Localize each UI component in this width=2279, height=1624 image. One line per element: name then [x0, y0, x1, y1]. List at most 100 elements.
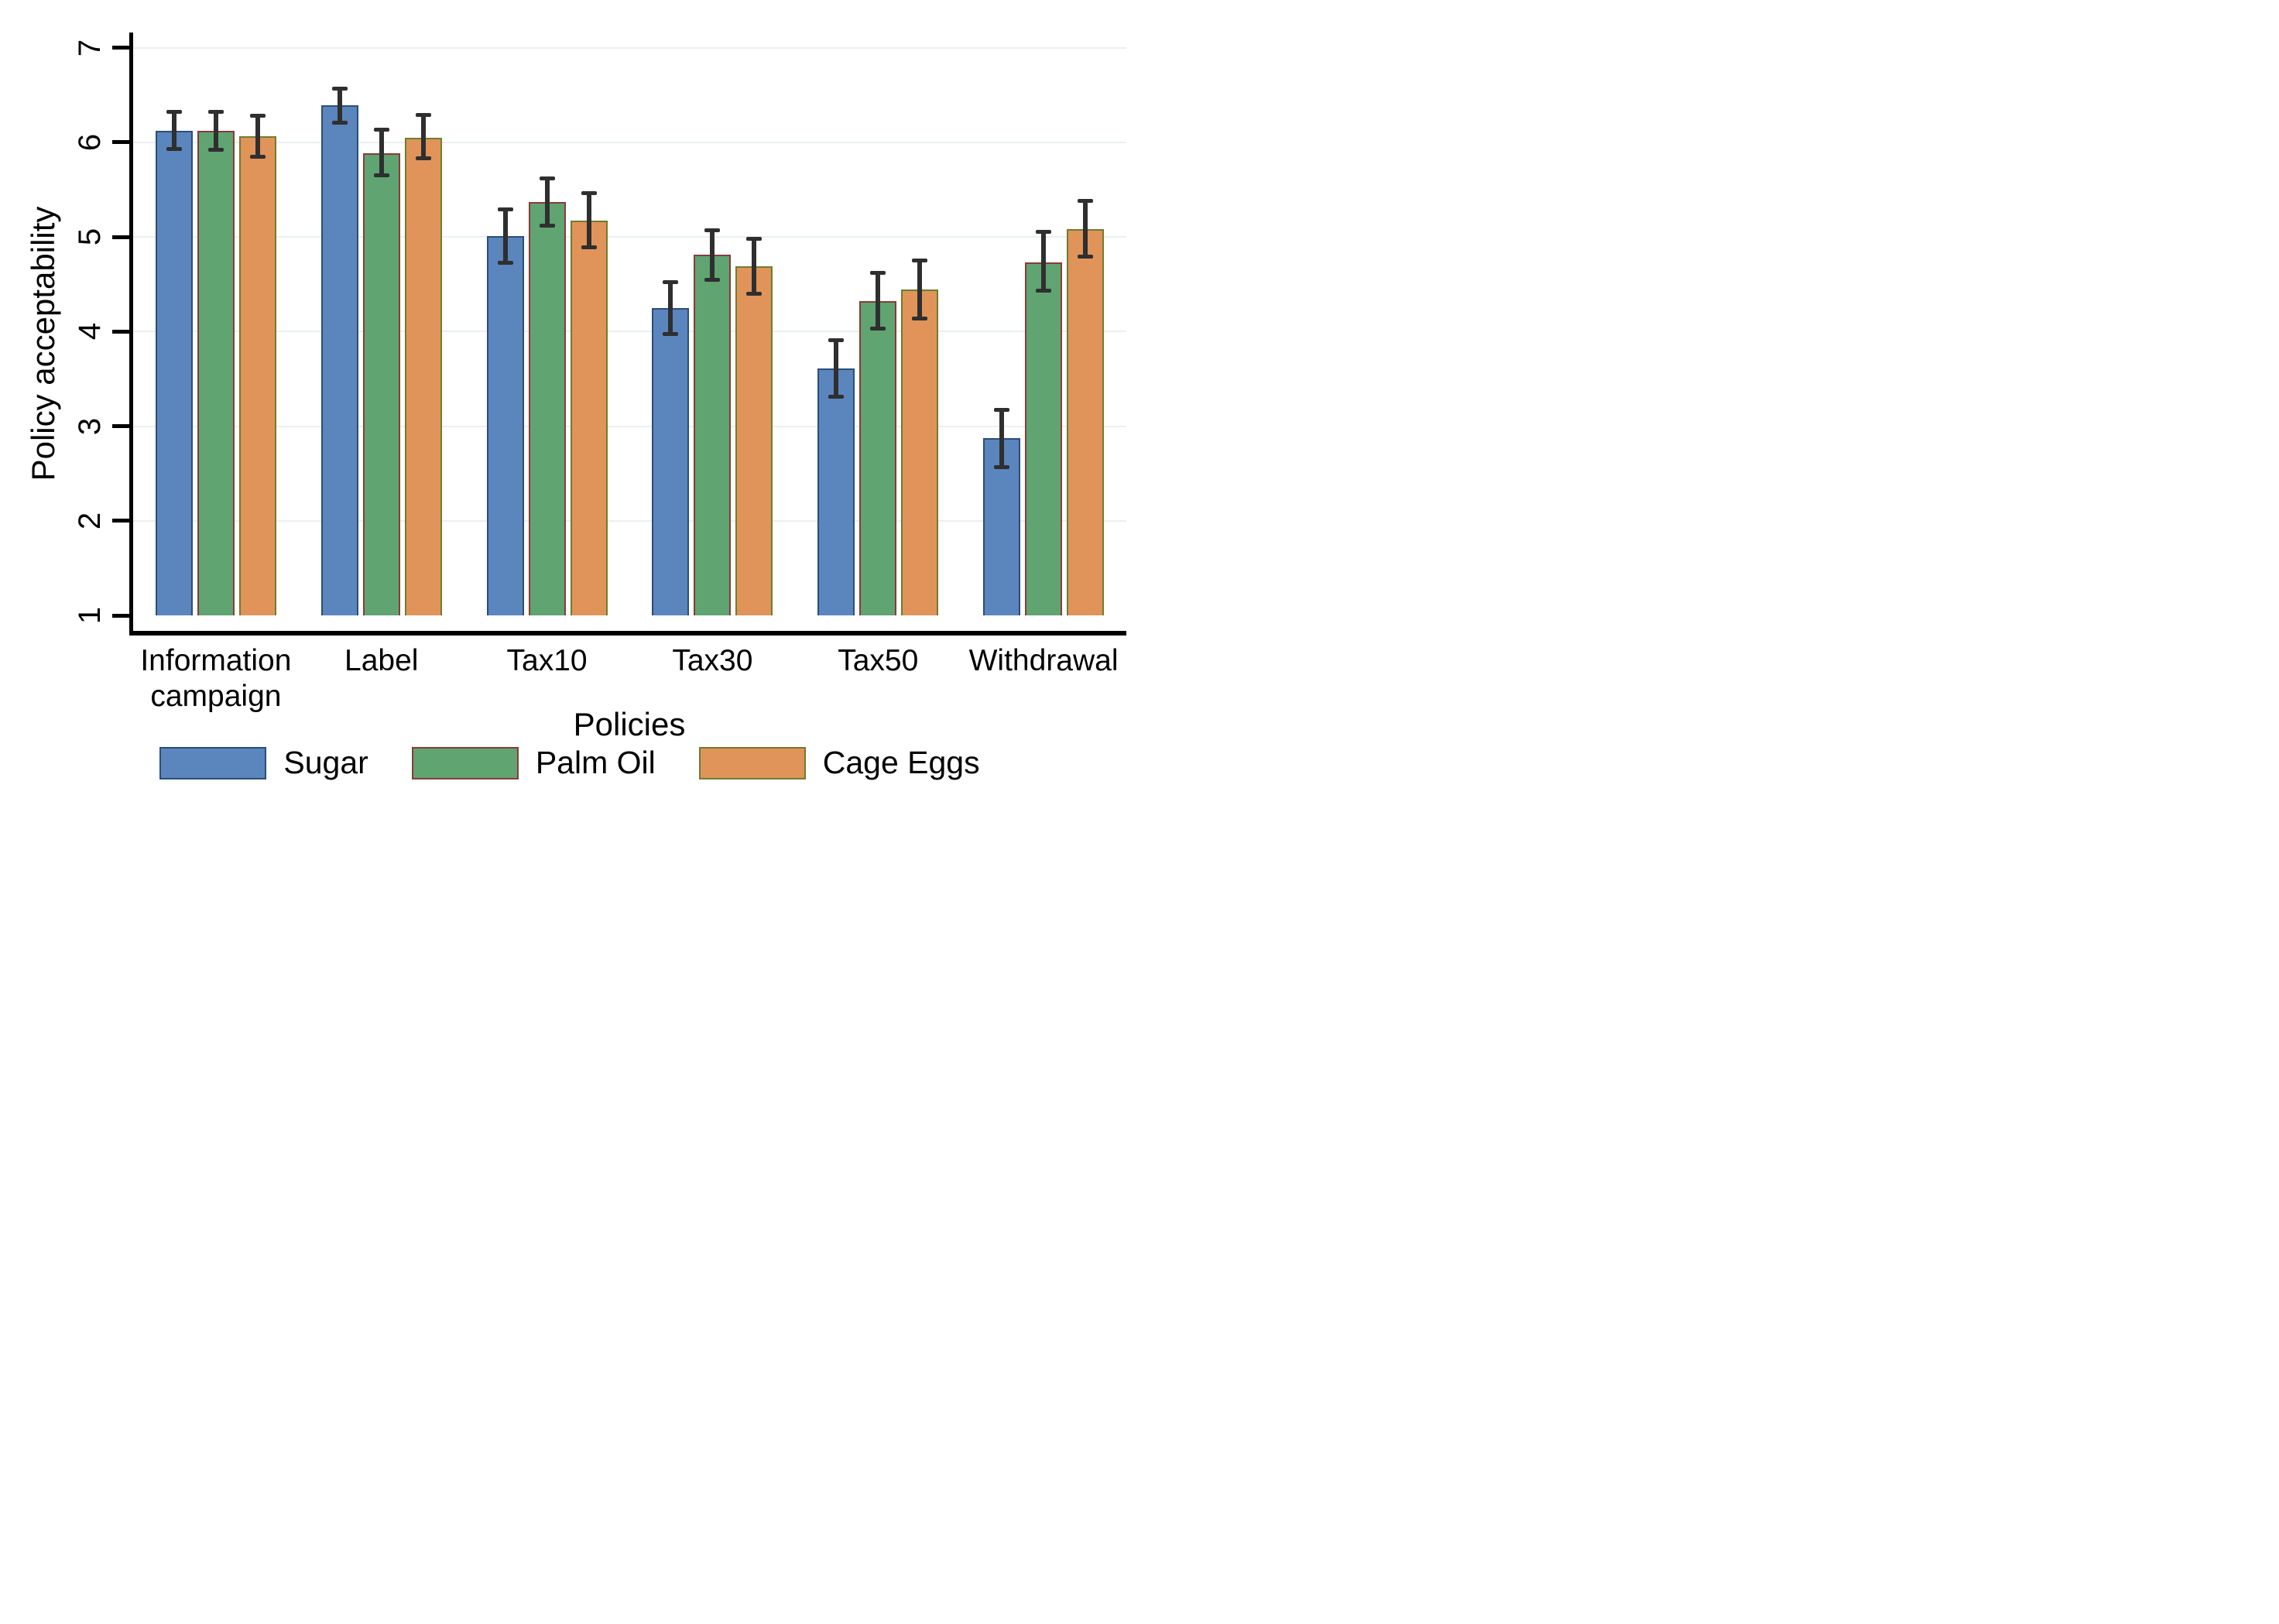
error-bar-cap-top — [166, 110, 182, 115]
bar-cage-eggs-4 — [735, 266, 773, 615]
error-bar-cap-top — [415, 112, 431, 117]
y-axis-tick-label-1: 1 — [72, 606, 107, 625]
error-bar-cap-top — [746, 236, 763, 241]
error-bar-cap-top — [1036, 230, 1052, 235]
gridline-y7 — [133, 46, 1126, 49]
error-bar-cap-top — [1078, 199, 1094, 204]
bar-palm-oil-5 — [859, 301, 897, 615]
bar-palm-oil-1 — [197, 131, 235, 615]
error-bar-cap-top — [870, 270, 886, 275]
x-axis-category-label-4: Tax30 — [672, 644, 753, 677]
legend-label: Palm Oil — [535, 745, 656, 780]
x-axis-category-label-6: Withdrawal — [968, 644, 1119, 677]
error-bar-cap-bottom — [331, 120, 348, 125]
error-bar-cap-top — [207, 110, 224, 115]
y-axis-tick-6 — [112, 140, 129, 145]
y-axis-tick-label-5: 5 — [72, 228, 107, 246]
bar-sugar-4 — [652, 307, 690, 615]
bar-palm-oil-6 — [1025, 262, 1063, 615]
error-bar-cap-top — [539, 176, 555, 180]
y-axis-tick-label-4: 4 — [72, 323, 107, 341]
error-bar-line — [876, 272, 881, 329]
x-axis-category-label-2: Label — [344, 644, 419, 677]
y-axis-tick-5 — [112, 235, 129, 239]
legend-label: Cage Eggs — [822, 745, 980, 780]
bar-sugar-1 — [155, 131, 193, 615]
error-bar-cap-bottom — [581, 245, 597, 249]
bar-cage-eggs-3 — [570, 221, 608, 615]
legend-swatch-sugar — [159, 746, 267, 779]
error-bar-line — [999, 409, 1005, 468]
error-bar-line — [502, 209, 508, 262]
y-axis-line — [129, 33, 133, 636]
y-axis-tick-7 — [112, 46, 129, 50]
legend-item-cage-eggs: Cage Eggs — [698, 745, 980, 781]
bar-sugar-3 — [486, 235, 524, 615]
x-axis-title: Policies — [573, 706, 686, 742]
bar-cage-eggs-1 — [238, 136, 276, 615]
error-bar-cap-bottom — [663, 332, 679, 337]
error-bar-line — [171, 111, 176, 149]
gridline-y6 — [133, 141, 1126, 143]
y-axis-tick-2 — [112, 519, 129, 523]
error-bar-cap-bottom — [1036, 289, 1052, 293]
y-axis-tick-label-2: 2 — [72, 512, 107, 529]
y-axis-tick-label-7: 7 — [72, 39, 107, 57]
x-axis-category-label-5: Tax50 — [838, 644, 919, 677]
legend-item-sugar: Sugar — [159, 745, 368, 781]
bar-cage-eggs-6 — [1067, 229, 1105, 615]
bar-sugar-2 — [320, 105, 358, 615]
error-bar-line — [1041, 231, 1047, 291]
error-bar-cap-top — [497, 207, 513, 212]
error-bar-cap-top — [912, 259, 928, 263]
error-bar-line — [752, 238, 757, 294]
bar-palm-oil-4 — [694, 255, 732, 615]
error-bar-cap-bottom — [539, 223, 555, 228]
y-axis-title: Policy acceptability — [25, 206, 61, 481]
error-bar-cap-bottom — [166, 146, 182, 151]
legend-swatch-cage-eggs — [698, 746, 806, 779]
error-bar-line — [917, 260, 923, 319]
gridline-y3 — [133, 425, 1126, 427]
bar-palm-oil-2 — [362, 153, 400, 615]
error-bar-line — [1083, 200, 1088, 257]
x-axis-category-label-1: Information campaign — [140, 644, 292, 714]
gridline-y2 — [133, 519, 1126, 522]
error-bar-cap-bottom — [249, 154, 266, 159]
x-axis-category-label-3: Tax10 — [506, 644, 588, 677]
error-bar-cap-bottom — [870, 327, 886, 331]
error-bar-cap-top — [581, 191, 597, 196]
error-bar-line — [710, 230, 715, 279]
error-bar-cap-bottom — [207, 148, 224, 152]
error-bar-cap-bottom — [497, 260, 513, 265]
error-bar-cap-bottom — [1078, 255, 1094, 259]
error-bar-cap-top — [373, 128, 389, 132]
legend-item-palm-oil: Palm Oil — [411, 745, 656, 781]
gridline-y4 — [133, 331, 1126, 333]
error-bar-cap-bottom — [828, 395, 845, 399]
error-bar-cap-bottom — [704, 277, 721, 282]
legend-label: Sugar — [283, 745, 368, 780]
bar-sugar-5 — [817, 368, 855, 615]
error-bar-line — [337, 88, 342, 123]
chart-legend: Sugar Palm Oil Cage Eggs — [0, 745, 1140, 781]
error-bar-line — [379, 129, 384, 176]
y-axis-tick-label-6: 6 — [72, 133, 107, 151]
error-bar-line — [255, 115, 260, 157]
error-bar-cap-bottom — [912, 316, 928, 320]
gridline-y5 — [133, 236, 1126, 238]
error-bar-line — [213, 111, 218, 150]
error-bar-cap-top — [663, 280, 679, 285]
y-axis-tick-3 — [112, 424, 129, 428]
bar-palm-oil-3 — [528, 201, 566, 615]
error-bar-line — [586, 193, 591, 248]
error-bar-cap-bottom — [746, 291, 763, 296]
error-bar-cap-top — [249, 114, 266, 118]
error-bar-cap-top — [704, 228, 721, 232]
bar-chart-figure: 1 2 3 4 5 6 7 Information campaign Label Tax10 Tax… — [0, 0, 1140, 812]
error-bar-cap-top — [994, 408, 1010, 413]
plot-area: 1 2 3 4 5 6 7 Information campaign Label Tax10 Tax… — [0, 0, 1140, 812]
error-bar-cap-top — [828, 337, 845, 342]
x-axis-line — [129, 631, 1126, 636]
error-bar-cap-bottom — [994, 464, 1010, 469]
